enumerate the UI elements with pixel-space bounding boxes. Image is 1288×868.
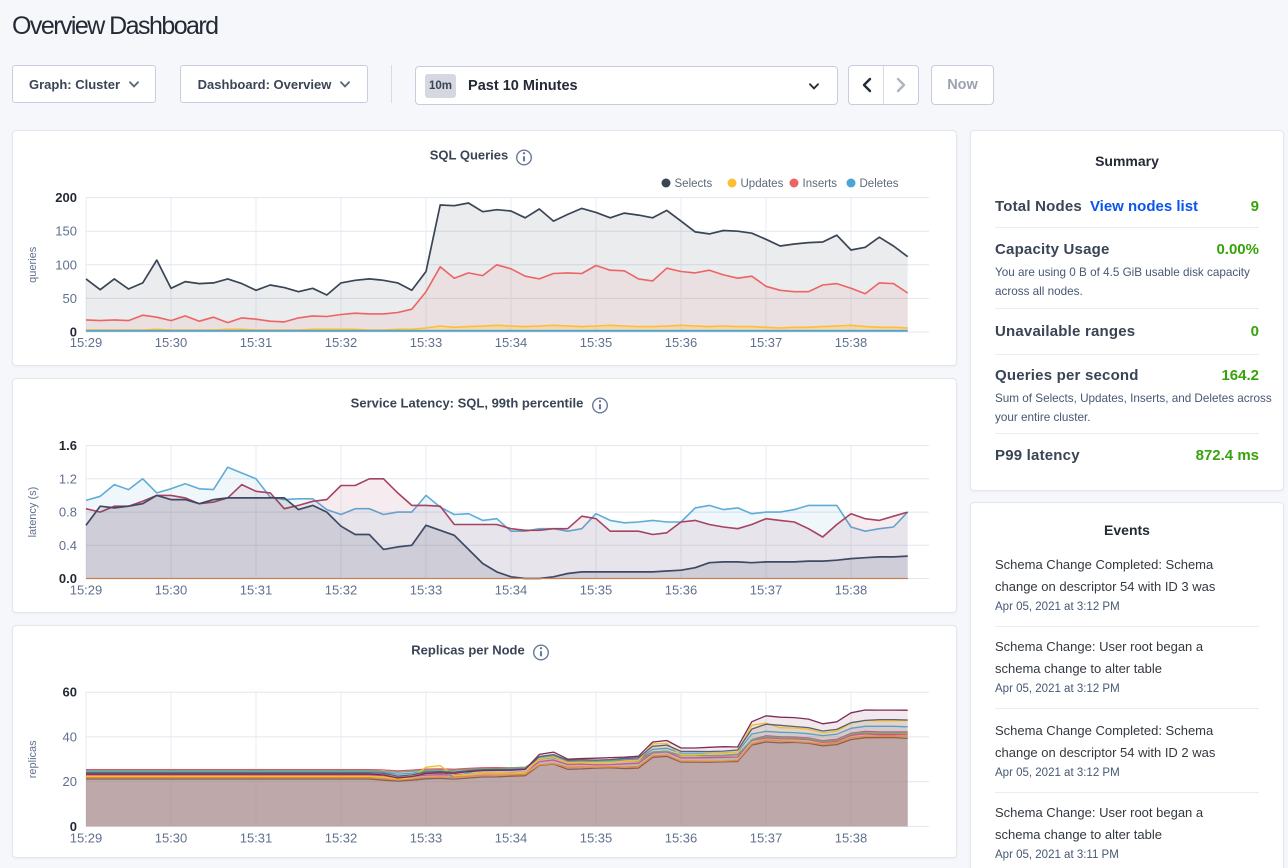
svg-text:40: 40	[63, 729, 77, 744]
svg-text:15:29: 15:29	[70, 335, 103, 350]
svg-text:queries: queries	[27, 246, 39, 283]
svg-text:1.2: 1.2	[59, 471, 77, 486]
svg-text:200: 200	[55, 190, 77, 205]
svg-text:latency (s): latency (s)	[27, 487, 39, 538]
svg-text:15:31: 15:31	[240, 830, 273, 845]
svg-text:0: 0	[70, 325, 77, 340]
svg-text:150: 150	[55, 224, 77, 239]
svg-text:15:30: 15:30	[155, 335, 188, 350]
svg-text:15:36: 15:36	[665, 830, 698, 845]
svg-text:15:37: 15:37	[750, 583, 783, 598]
svg-text:15:38: 15:38	[835, 335, 868, 350]
svg-text:Deletes: Deletes	[860, 178, 899, 190]
svg-text:15:34: 15:34	[495, 583, 528, 598]
svg-text:60: 60	[63, 685, 77, 700]
svg-text:15:34: 15:34	[495, 335, 528, 350]
svg-text:Service Latency: SQL, 99th per: Service Latency: SQL, 99th percentile	[351, 396, 584, 411]
svg-text:15:29: 15:29	[70, 583, 103, 598]
svg-text:15:33: 15:33	[410, 583, 443, 598]
svg-text:1.6: 1.6	[59, 438, 77, 453]
svg-text:0.4: 0.4	[59, 538, 77, 553]
svg-text:15:38: 15:38	[835, 830, 868, 845]
svg-text:SQL Queries: SQL Queries	[430, 148, 509, 163]
svg-text:replicas: replicas	[27, 740, 39, 778]
svg-text:15:36: 15:36	[665, 335, 698, 350]
svg-text:15:34: 15:34	[495, 830, 528, 845]
svg-text:100: 100	[55, 257, 77, 272]
svg-text:15:37: 15:37	[750, 830, 783, 845]
svg-text:15:31: 15:31	[240, 583, 273, 598]
svg-text:Updates: Updates	[741, 178, 784, 190]
svg-text:0.8: 0.8	[59, 505, 77, 520]
svg-text:15:35: 15:35	[580, 830, 613, 845]
svg-text:0.0: 0.0	[59, 571, 77, 586]
svg-text:15:31: 15:31	[240, 335, 273, 350]
svg-text:15:37: 15:37	[750, 335, 783, 350]
svg-text:15:33: 15:33	[410, 830, 443, 845]
svg-text:15:33: 15:33	[410, 335, 443, 350]
svg-text:15:29: 15:29	[70, 830, 103, 845]
svg-text:15:32: 15:32	[325, 830, 358, 845]
svg-text:Replicas per Node: Replicas per Node	[411, 643, 524, 658]
svg-text:50: 50	[63, 291, 77, 306]
svg-text:15:35: 15:35	[580, 583, 613, 598]
svg-text:15:38: 15:38	[835, 583, 868, 598]
svg-text:20: 20	[63, 774, 77, 789]
svg-text:Inserts: Inserts	[803, 178, 838, 190]
svg-text:0: 0	[70, 819, 77, 834]
svg-text:15:36: 15:36	[665, 583, 698, 598]
svg-text:15:32: 15:32	[325, 583, 358, 598]
svg-text:15:30: 15:30	[155, 830, 188, 845]
svg-text:15:32: 15:32	[325, 335, 358, 350]
svg-text:15:35: 15:35	[580, 335, 613, 350]
svg-text:Selects: Selects	[675, 178, 713, 190]
svg-text:15:30: 15:30	[155, 583, 188, 598]
